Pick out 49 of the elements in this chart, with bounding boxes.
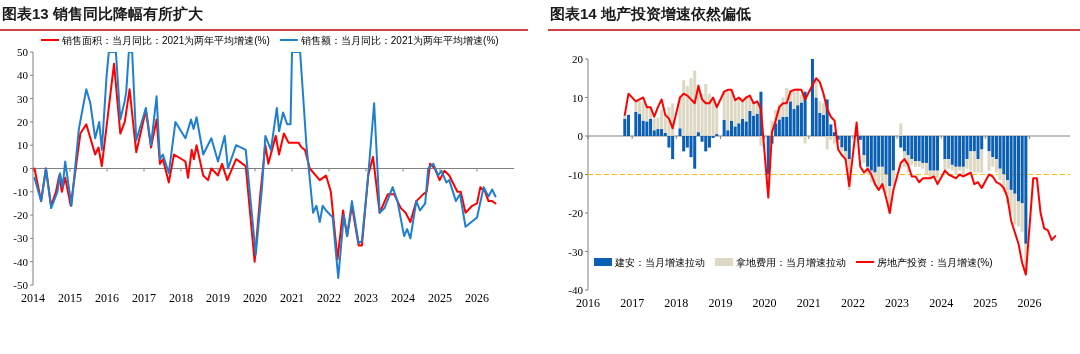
x-tick-label: 2019 [206,291,230,305]
x-tick-label: 2023 [354,291,378,305]
y-tick-label: 0 [577,130,584,142]
y-tick-label: 10 [572,91,584,104]
legend-label: 建安：当月增速拉动 [614,257,705,268]
y-tick-label: -50 [13,279,29,291]
x-tick-label: 2016 [95,291,119,305]
legend-label: 销售额：当月同比：2021为两年平均增速(%) [299,35,499,46]
y-tick-label: 20 [17,115,29,128]
chart-title: 图表14 地产投资增速依然偏低 [550,5,751,22]
y-tick-label: 30 [17,92,29,105]
y-tick-label: 40 [17,69,29,82]
y-tick-label: -10 [13,185,29,198]
y-tick-label: -20 [568,207,584,219]
y-tick-label: 50 [17,46,29,58]
y-tick-label: -20 [13,209,29,222]
x-tick-label: 2017 [132,291,156,305]
x-tick-label: 2026 [465,291,489,305]
y-tick-label: -10 [568,168,584,181]
y-tick-label: -30 [568,245,584,258]
x-tick-label: 2023 [885,296,910,310]
y-tick-label: -40 [568,284,584,296]
x-tick-label: 2018 [664,296,689,310]
x-tick-label: 2021 [796,296,821,310]
y-tick-label: -30 [13,232,29,245]
legend-label: 拿地费用：当月增速拉动 [736,257,846,268]
x-tick-label: 2020 [752,296,777,310]
x-tick-label: 2015 [58,291,82,305]
chart-title: 图表13 销售同比降幅有所扩大 [2,5,204,22]
legend-label: 销售面积：当月同比：2021为两年平均增速(%) [61,35,270,46]
x-tick-label: 2022 [840,296,865,310]
x-tick-label: 2018 [169,291,193,305]
x-tick-label: 2021 [280,291,304,305]
x-tick-label: 2025 [428,291,452,305]
y-tick-label: 20 [572,53,584,65]
x-tick-label: 2025 [973,296,998,310]
x-tick-label: 2014 [21,291,45,305]
x-tick-label: 2024 [391,291,415,305]
x-tick-label: 2020 [243,291,267,305]
legend-label: 房地产投资：当月增速(%) [877,257,993,268]
y-tick-label: -40 [13,255,29,268]
x-tick-label: 2017 [620,296,645,310]
x-tick-label: 2019 [708,296,733,310]
x-tick-label: 2024 [929,296,954,310]
x-tick-label: 2022 [317,291,341,305]
y-tick-label: 0 [22,162,29,175]
x-tick-label: 2026 [1017,296,1042,310]
y-tick-label: 10 [17,139,29,152]
x-tick-label: 2016 [576,296,600,310]
